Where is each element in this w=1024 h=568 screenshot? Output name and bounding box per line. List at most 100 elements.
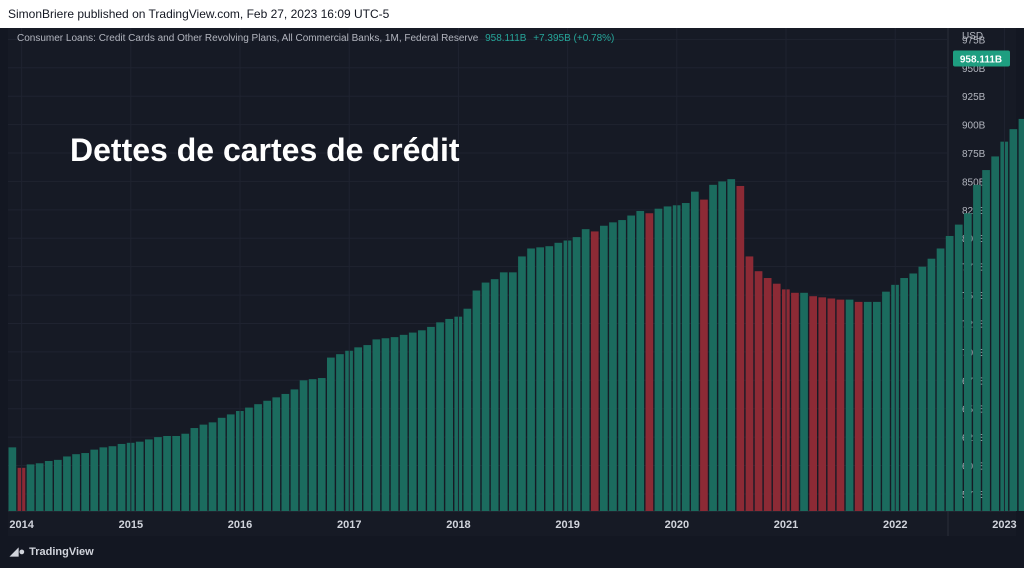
bar: [900, 278, 908, 511]
bar: [791, 292, 799, 511]
bar: [135, 441, 144, 511]
bar: [927, 258, 936, 511]
bar: [190, 428, 199, 511]
bar: [636, 210, 645, 511]
x-tick-label: 2017: [337, 519, 361, 531]
bar: [654, 208, 663, 511]
bar: [408, 332, 417, 511]
series-last-value: 958.111B: [485, 33, 527, 44]
bar: [108, 446, 117, 511]
bar: [727, 179, 736, 512]
bar: [154, 437, 162, 511]
x-tick-label: 2016: [228, 519, 252, 531]
bar: [208, 422, 217, 511]
bar: [427, 326, 435, 511]
bar: [8, 447, 17, 511]
bar: [800, 292, 808, 511]
bar: [909, 273, 918, 511]
bar: [44, 460, 53, 511]
bar: [827, 298, 836, 511]
bar: [463, 308, 472, 511]
tradingview-logo-icon: ◢●: [10, 546, 26, 558]
bar: [472, 290, 481, 511]
bar: [745, 256, 754, 511]
bar: [199, 424, 208, 511]
last-value-label: 958.111B: [960, 55, 1002, 66]
series-change: +7.395B (+0.78%): [533, 33, 615, 44]
publisher-bar: SimonBriere published on TradingView.com…: [0, 0, 1024, 28]
bar: [600, 225, 608, 511]
bar: [390, 337, 399, 511]
x-tick-label: 2021: [774, 519, 798, 531]
footer: ◢● TradingView: [0, 536, 1024, 568]
bar: [954, 224, 963, 511]
bar: [836, 299, 845, 511]
bar: [436, 322, 444, 511]
bar: [290, 389, 299, 511]
bar: [845, 299, 854, 511]
bar: [945, 235, 954, 511]
bar: [35, 463, 44, 511]
bar: [518, 256, 526, 511]
bar: [882, 291, 890, 511]
bar: [718, 181, 726, 511]
bar: [736, 185, 745, 511]
bar: [854, 301, 863, 511]
bar: [973, 184, 981, 511]
series-legend[interactable]: Consumer Loans: Credit Cards and Other R…: [17, 33, 614, 44]
bar: [936, 248, 945, 512]
bar: [490, 279, 499, 511]
bar: [554, 242, 563, 511]
bar: [226, 414, 235, 511]
bar: [499, 272, 508, 511]
bar: [281, 393, 290, 511]
bar: [709, 184, 717, 511]
y-tick-label: 875B: [962, 149, 986, 160]
x-tick-label: 2022: [883, 519, 907, 531]
bar: [317, 378, 326, 511]
last-value-badge: [953, 50, 1010, 67]
bar: [663, 206, 672, 511]
bar: [217, 417, 226, 511]
bar: [572, 237, 581, 511]
bar: [418, 330, 426, 511]
bar: [272, 397, 281, 511]
publisher-line: SimonBriere published on TradingView.com…: [8, 7, 390, 21]
bar: [754, 271, 763, 511]
bar: [964, 213, 972, 512]
bar: [691, 191, 699, 511]
bar: [145, 439, 153, 511]
bar: [1018, 118, 1024, 511]
x-tick-label: 2019: [555, 519, 579, 531]
tradingview-logo[interactable]: ◢● TradingView: [10, 545, 94, 558]
bar: [818, 297, 827, 511]
bar: [172, 435, 180, 511]
bar: [627, 215, 635, 512]
bar: [581, 229, 590, 512]
bar: [354, 347, 362, 511]
y-tick-label: 900B: [962, 121, 986, 132]
chart-annotation-title: Dettes de cartes de crédit: [70, 132, 460, 168]
bar: [991, 156, 999, 511]
bar: [545, 246, 554, 512]
y-tick-label: 925B: [962, 92, 986, 103]
bar: [372, 339, 381, 511]
y-tick-label: 950B: [962, 64, 986, 75]
bar: [681, 203, 690, 511]
bar: [72, 454, 80, 511]
y-tick-label: 850B: [962, 177, 986, 188]
bar: [245, 407, 253, 511]
bar: [63, 456, 71, 511]
bar: [445, 318, 453, 511]
bar: [618, 220, 626, 511]
x-tick-label: 2023: [992, 519, 1016, 531]
brand-label: TradingView: [29, 546, 94, 558]
bar: [1009, 129, 1018, 512]
x-tick-label: 2014: [9, 519, 34, 531]
bar: [254, 404, 262, 511]
bar: [527, 248, 535, 512]
bar: [163, 435, 171, 511]
y-tick-label: 975B: [962, 35, 986, 46]
bar: [873, 301, 881, 511]
